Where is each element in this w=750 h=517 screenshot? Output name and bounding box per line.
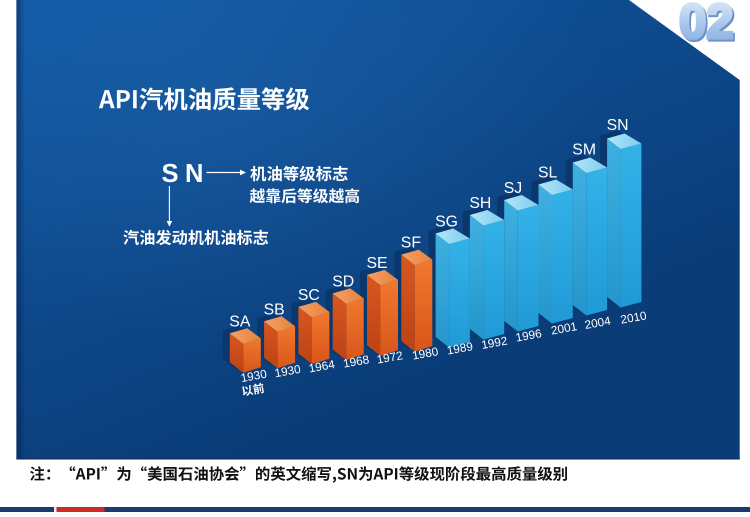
svg-text:SN: SN [162,160,210,188]
svg-text:02: 02 [679,0,734,49]
svg-text:02: 02 [681,0,736,51]
svg-text:1964: 1964 [308,357,337,375]
svg-text:SL: SL [538,165,558,182]
svg-text:1930: 1930 [273,362,302,380]
svg-text:SH: SH [469,195,491,212]
svg-text:SD: SD [332,273,354,290]
svg-text:SA: SA [229,313,251,330]
svg-text:1989: 1989 [446,339,474,357]
svg-text:1980: 1980 [411,344,440,362]
svg-text:1968: 1968 [342,352,371,370]
svg-text:2010: 2010 [619,308,648,326]
svg-text:SE: SE [367,255,388,272]
svg-text:1930: 1930 [240,367,269,385]
svg-text:SG: SG [435,214,458,231]
svg-text:SF: SF [401,235,422,252]
svg-text:SC: SC [298,287,320,304]
svg-text:1996: 1996 [514,326,543,344]
svg-text:1972: 1972 [376,348,404,366]
svg-text:2004: 2004 [583,314,612,332]
svg-text:SN: SN [607,117,629,134]
svg-text:SB: SB [264,301,285,318]
svg-text:2001: 2001 [550,319,578,337]
svg-text:SM: SM [572,141,596,158]
svg-text:SJ: SJ [504,180,522,197]
svg-text:1992: 1992 [480,334,508,352]
